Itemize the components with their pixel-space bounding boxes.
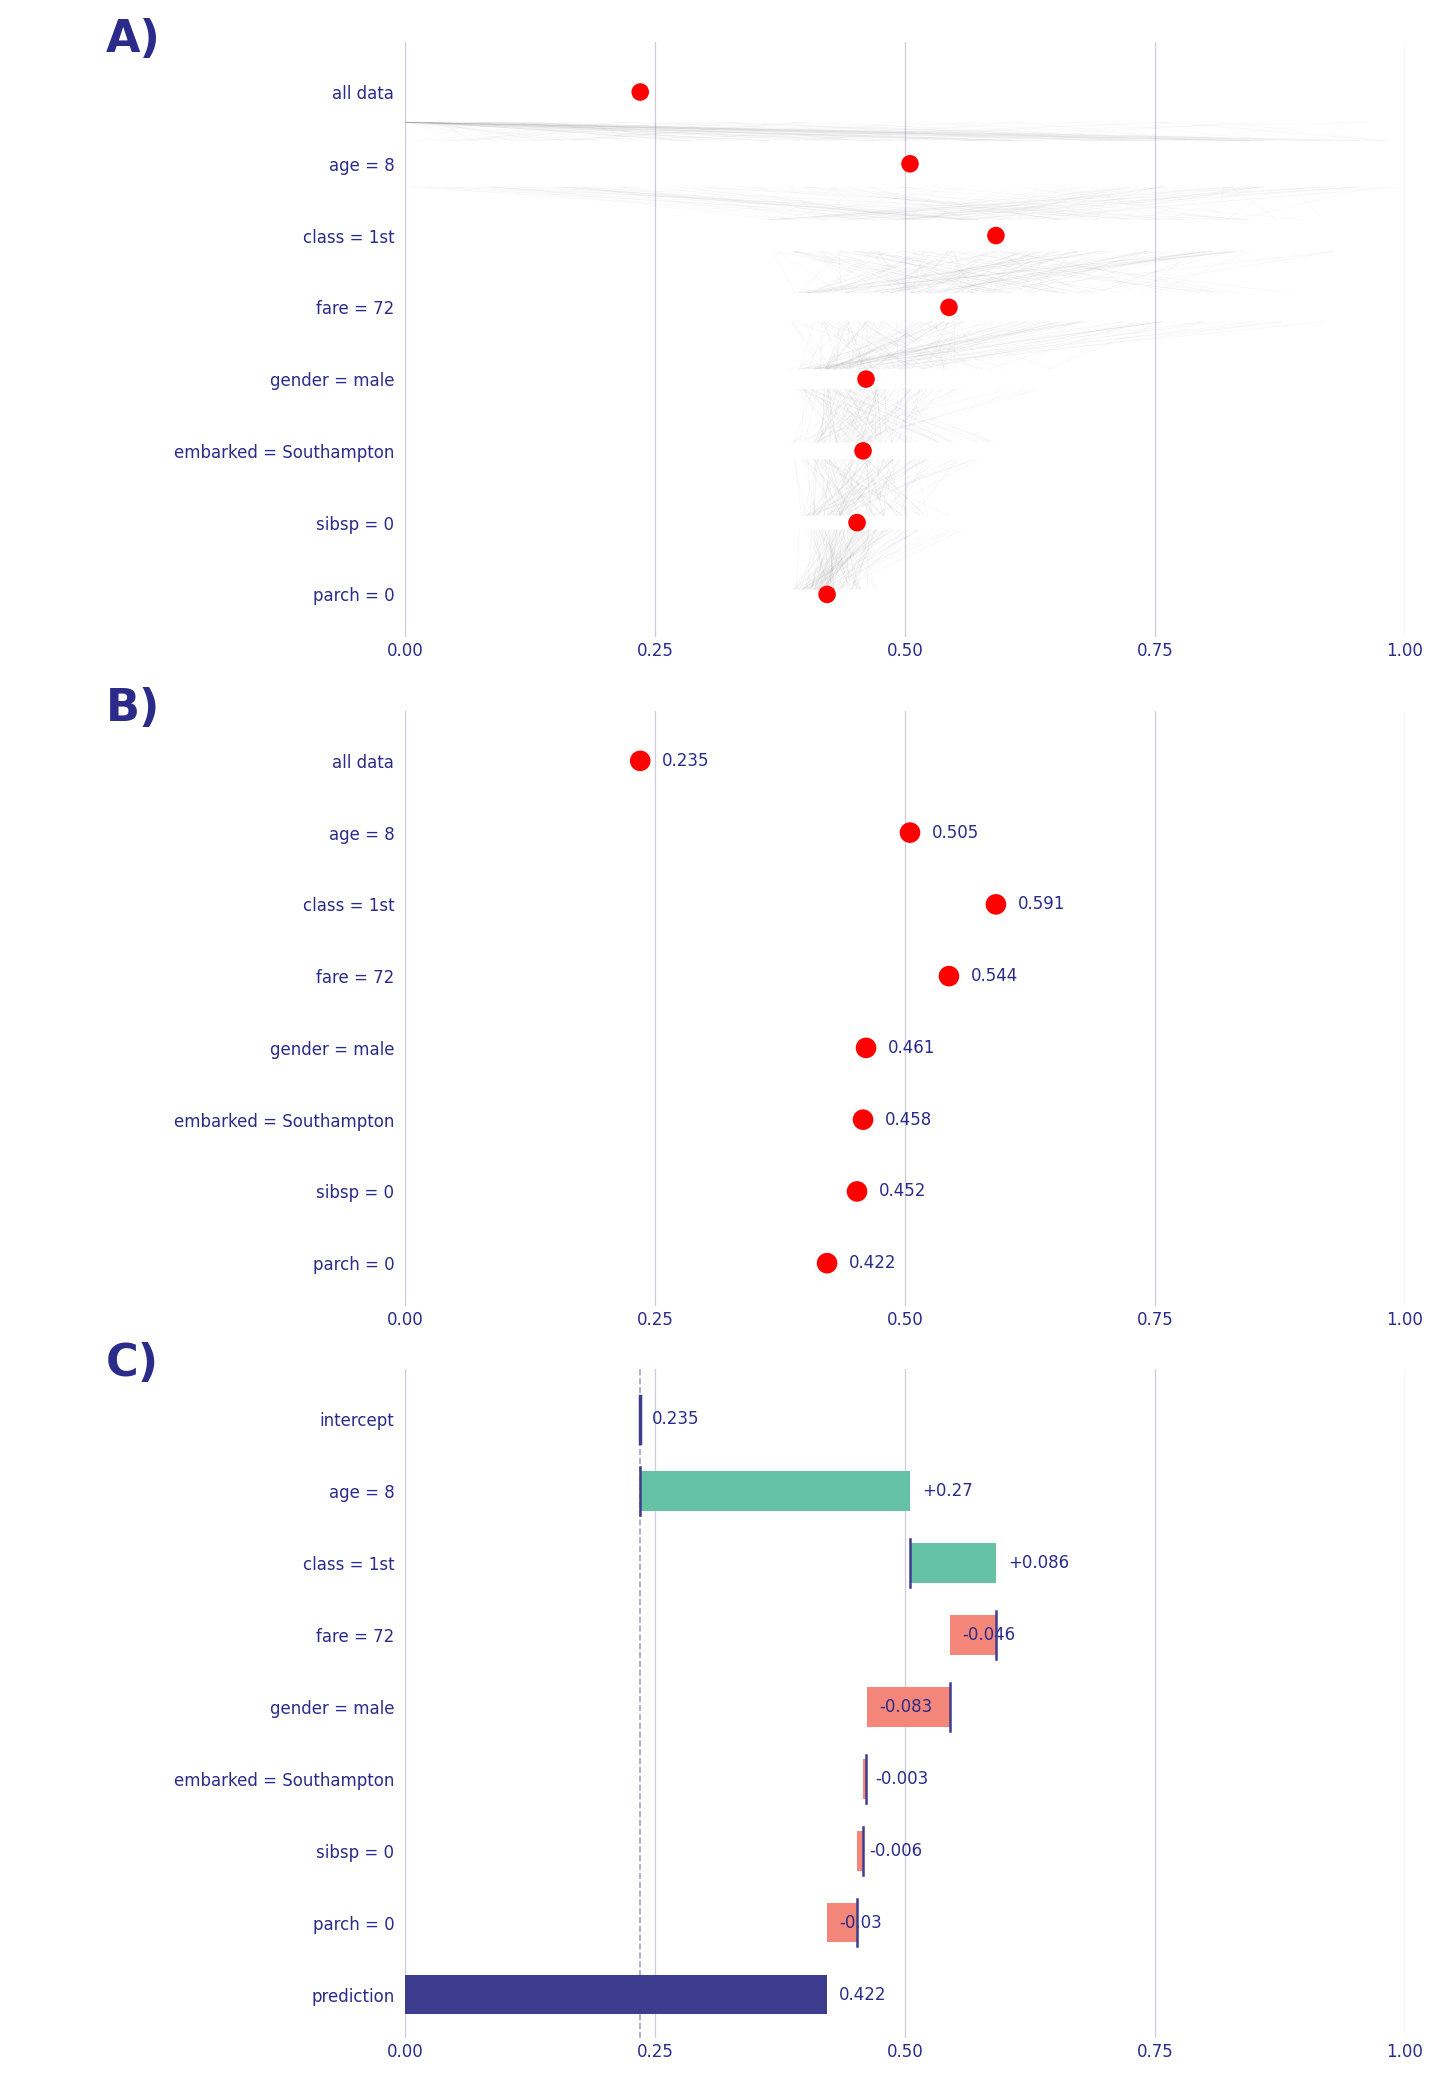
- Text: +0.27: +0.27: [922, 1482, 973, 1501]
- Text: 0.452: 0.452: [879, 1183, 927, 1200]
- Point: [937, 959, 960, 993]
- Text: A): A): [106, 19, 161, 61]
- Point: [846, 506, 869, 539]
- Bar: [857, 1831, 863, 1871]
- Bar: [867, 1687, 950, 1726]
- Text: -0.046: -0.046: [961, 1626, 1015, 1645]
- Point: [846, 1175, 869, 1208]
- Text: 0.544: 0.544: [972, 968, 1018, 984]
- Point: [937, 291, 960, 324]
- Point: [898, 146, 921, 180]
- Point: [815, 577, 838, 610]
- Bar: [950, 1616, 996, 1655]
- Text: -0.003: -0.003: [875, 1770, 928, 1787]
- Point: [985, 888, 1008, 922]
- Bar: [827, 1902, 857, 1942]
- Point: [628, 744, 652, 777]
- Text: 0.458: 0.458: [885, 1110, 933, 1129]
- Text: 0.461: 0.461: [888, 1039, 935, 1058]
- Text: 0.235: 0.235: [662, 752, 710, 769]
- Text: 0.422: 0.422: [838, 1986, 886, 2004]
- Point: [851, 1104, 875, 1137]
- Point: [898, 815, 921, 849]
- Bar: [863, 1760, 866, 1799]
- Bar: [640, 1471, 909, 1511]
- Bar: [405, 1975, 827, 2015]
- Text: -0.03: -0.03: [838, 1914, 882, 1931]
- Text: -0.006: -0.006: [869, 1841, 922, 1860]
- Text: 0.591: 0.591: [1018, 895, 1066, 913]
- Text: +0.086: +0.086: [1008, 1555, 1069, 1572]
- Text: 0.235: 0.235: [652, 1411, 699, 1427]
- Text: -0.083: -0.083: [879, 1697, 933, 1716]
- Point: [985, 219, 1008, 253]
- Bar: [909, 1542, 996, 1582]
- Point: [628, 75, 652, 109]
- Point: [851, 435, 875, 468]
- Point: [854, 1030, 877, 1064]
- Text: B): B): [106, 688, 161, 729]
- Point: [854, 362, 877, 395]
- Text: 0.505: 0.505: [933, 823, 979, 842]
- Point: [815, 1246, 838, 1279]
- Text: C): C): [106, 1342, 159, 1386]
- Text: 0.422: 0.422: [849, 1254, 896, 1273]
